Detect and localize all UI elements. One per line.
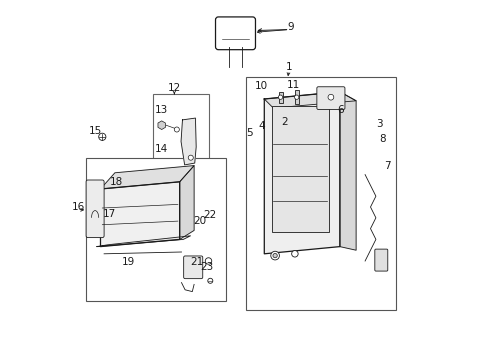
Text: 5: 5 [245, 128, 252, 138]
Polygon shape [101, 166, 194, 189]
Text: 19: 19 [122, 257, 135, 267]
Circle shape [278, 95, 282, 99]
Text: 21: 21 [190, 257, 203, 267]
Polygon shape [179, 166, 194, 239]
Circle shape [205, 258, 211, 264]
Circle shape [270, 251, 279, 260]
FancyBboxPatch shape [316, 87, 344, 109]
FancyBboxPatch shape [215, 17, 255, 50]
Circle shape [188, 155, 193, 160]
Polygon shape [264, 92, 339, 254]
FancyBboxPatch shape [86, 180, 104, 238]
Text: 14: 14 [154, 144, 167, 154]
Bar [294, 90, 298, 104]
Text: 12: 12 [167, 83, 181, 93]
Text: 18: 18 [110, 177, 123, 187]
Circle shape [174, 127, 179, 132]
Polygon shape [101, 182, 179, 247]
Circle shape [272, 253, 277, 258]
Text: 7: 7 [383, 161, 390, 171]
Text: 23: 23 [200, 262, 213, 272]
Polygon shape [97, 236, 190, 247]
Text: 4: 4 [258, 121, 264, 131]
FancyBboxPatch shape [374, 249, 387, 271]
Text: 9: 9 [286, 22, 293, 32]
Bar [271, 106, 328, 232]
Bar [278, 92, 283, 103]
Text: 16: 16 [71, 202, 84, 212]
Text: 15: 15 [88, 126, 102, 136]
Bar [152, 94, 208, 164]
Circle shape [99, 133, 106, 140]
Circle shape [291, 251, 298, 257]
Text: 3: 3 [375, 119, 382, 129]
Text: 6: 6 [337, 105, 344, 115]
Circle shape [207, 278, 212, 283]
Text: 2: 2 [281, 117, 287, 127]
Text: 8: 8 [378, 134, 385, 144]
Text: 10: 10 [255, 81, 268, 91]
Text: 1: 1 [285, 62, 291, 72]
Text: 20: 20 [193, 216, 206, 226]
Text: 22: 22 [203, 210, 216, 220]
Circle shape [294, 95, 298, 99]
Polygon shape [339, 92, 355, 250]
Circle shape [327, 94, 333, 100]
Text: 17: 17 [102, 209, 116, 219]
Bar [86, 158, 226, 301]
Polygon shape [264, 92, 355, 108]
Bar [246, 77, 395, 310]
Text: 11: 11 [286, 80, 299, 90]
Text: 13: 13 [154, 105, 167, 115]
FancyBboxPatch shape [183, 256, 203, 279]
Polygon shape [181, 118, 196, 165]
